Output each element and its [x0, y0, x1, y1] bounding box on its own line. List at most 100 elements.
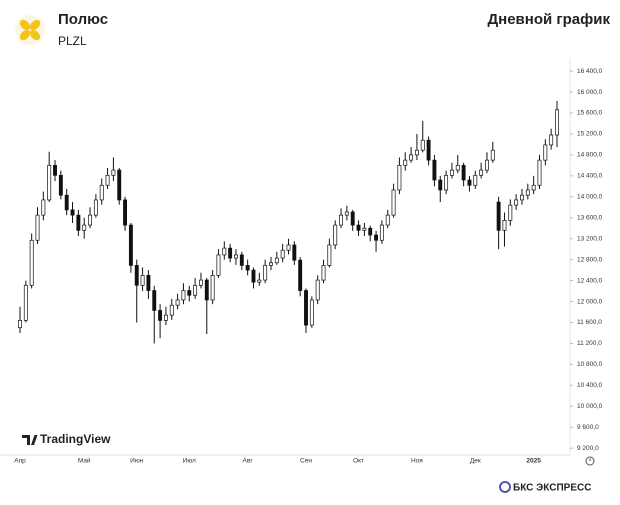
y-tick-label: 15 200,0	[577, 131, 603, 138]
candle-body	[350, 211, 355, 226]
x-tick-label: Ноя	[411, 458, 423, 465]
candle-body	[473, 174, 478, 186]
candle-body	[146, 275, 151, 291]
candle-body	[368, 227, 373, 236]
candle-body	[280, 249, 285, 259]
candle-body	[374, 234, 379, 241]
x-tick-label: Июл	[183, 458, 196, 465]
tv-logo: TradingView	[22, 432, 111, 446]
y-tick-label: 16 400,0	[577, 68, 603, 75]
candle-body	[379, 224, 384, 241]
candle-body	[485, 159, 489, 171]
candle-body	[105, 174, 110, 186]
candle-body	[531, 184, 536, 191]
candle-body	[169, 304, 174, 316]
candle-body	[362, 227, 367, 231]
candle-body	[385, 214, 390, 226]
candle-body	[198, 279, 203, 286]
y-tick-label: 9 600,0	[577, 424, 599, 431]
candle-body	[344, 211, 349, 216]
candle-body	[409, 154, 414, 161]
caption: Дневной график	[487, 11, 610, 28]
candle-body	[47, 165, 52, 201]
logo-bg	[15, 15, 45, 45]
candle-body	[193, 284, 198, 296]
y-tick-label: 12 000,0	[577, 298, 603, 305]
candle-body	[333, 224, 338, 246]
candle-body	[70, 209, 75, 216]
candle-body	[490, 149, 495, 161]
candle-body	[520, 194, 524, 201]
candle-body	[397, 165, 402, 191]
y-tick-label: 10 400,0	[577, 382, 603, 389]
candle-body	[228, 247, 233, 259]
y-tick-label: 12 400,0	[577, 277, 603, 284]
candle-body	[53, 165, 57, 176]
candle-body	[158, 310, 163, 321]
candle-body	[321, 265, 326, 281]
candle-body	[298, 259, 303, 291]
candle-body	[514, 199, 519, 206]
plot: 9 200,0 9 600,0 10 000,0 10 400,0 10 800,0 11…	[14, 68, 602, 465]
x-tick-label: Авг	[243, 458, 254, 465]
brand: БКС ЭКСПРЕСС	[513, 483, 591, 494]
candle-body	[444, 174, 449, 191]
candle-body	[549, 134, 554, 146]
candle-body	[467, 179, 472, 186]
y-tick-label: 13 600,0	[577, 214, 603, 221]
candle-body	[152, 290, 157, 311]
candle-body	[508, 204, 513, 221]
candle-body	[93, 199, 98, 216]
y-tick-label: 14 400,0	[577, 173, 603, 180]
candle-body	[99, 184, 104, 201]
x-tick-label: Дек	[470, 458, 481, 465]
candle-body	[140, 275, 145, 286]
candle-body	[23, 284, 28, 321]
candle-body	[239, 254, 244, 266]
clock-icon	[585, 456, 595, 466]
candle-body	[222, 247, 227, 256]
candle-body	[117, 169, 122, 201]
candle-body	[502, 220, 507, 231]
candle-body	[82, 224, 87, 231]
candle-body	[292, 244, 297, 261]
candle-body	[455, 165, 460, 171]
candle-body	[123, 199, 128, 226]
candle-body	[304, 290, 308, 326]
candle-body	[64, 194, 69, 211]
y-tick-label: 12 800,0	[577, 256, 603, 263]
candle-body	[128, 224, 133, 266]
brand-logo: БКС ЭКСПРЕСС	[499, 481, 591, 494]
candle-body	[245, 265, 250, 271]
candle-body	[438, 179, 443, 191]
candle-body	[449, 169, 454, 176]
candle-body	[41, 199, 46, 216]
candle-body	[339, 214, 343, 226]
candle-body	[420, 139, 425, 151]
candle-body	[426, 139, 431, 161]
title: Полюс	[58, 11, 108, 28]
y-tick-label: 16 000,0	[577, 89, 603, 96]
candle-body	[309, 299, 314, 326]
candle-body	[134, 265, 139, 286]
y-tick-label: 14 000,0	[577, 194, 603, 201]
logo	[19, 19, 41, 41]
x-tick-label: Май	[78, 457, 91, 465]
candle-body	[315, 279, 320, 301]
candle-body	[269, 262, 273, 266]
candle-body	[274, 257, 279, 264]
x-tick-label: Окт	[353, 458, 364, 465]
candle-body	[18, 320, 22, 329]
candle-body	[403, 159, 408, 166]
x-tick-label: Апр	[14, 458, 26, 465]
candle-body	[356, 224, 361, 231]
y-tick-label: 10 000,0	[577, 403, 603, 410]
candle-body	[216, 254, 221, 276]
candle-body	[76, 214, 81, 231]
candle-body	[479, 169, 484, 176]
y-tick-label: 11 600,0	[577, 319, 602, 326]
candle-body	[251, 269, 256, 283]
candle-body	[111, 169, 116, 176]
